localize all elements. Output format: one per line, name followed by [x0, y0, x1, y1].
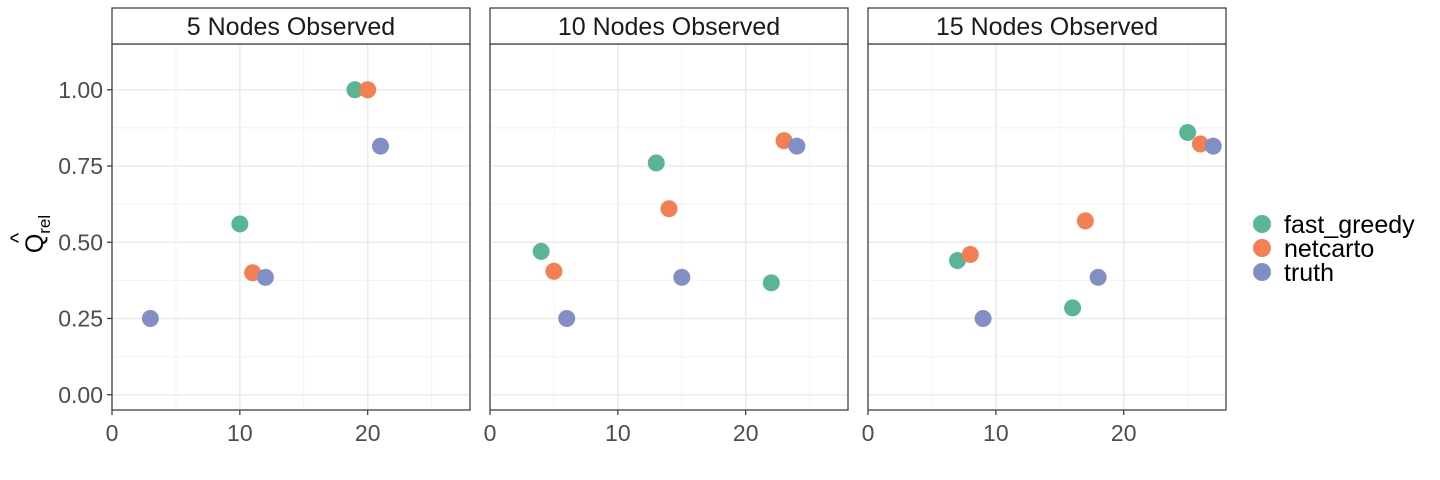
data-point-fast-greedy: [1064, 299, 1082, 317]
data-point-fast-greedy: [949, 252, 966, 270]
legend-label: fast_greedy: [1284, 211, 1415, 239]
data-point-truth: [1089, 268, 1107, 286]
strip-background: [867, 7, 1227, 45]
x-tick-label: 20: [355, 420, 381, 446]
panel: 10 Nodes Observed 0 10 20: [484, 7, 849, 446]
y-tick-label: 0.75: [58, 153, 103, 179]
strip-background: [489, 7, 849, 45]
x-tick-label: 0: [484, 420, 497, 446]
y-axis-title-subscript: rel: [35, 215, 54, 234]
x-tick-label: 10: [227, 420, 253, 446]
data-point-fast-greedy: [231, 215, 249, 233]
data-point-truth: [1204, 137, 1222, 155]
y-axis-title-hat: ^: [6, 232, 31, 243]
panel: 5 Nodes Observed 0 10 20: [106, 7, 471, 446]
data-point-netcarto: [359, 81, 377, 99]
data-point-netcarto: [1191, 135, 1209, 153]
x-tick-label: 10: [983, 420, 1009, 446]
x-tick-label: 0: [106, 420, 119, 446]
legend-key-fast-greedy: [1253, 215, 1271, 233]
y-axis-title-main: Qrel: [21, 215, 54, 253]
data-point-fast-greedy: [346, 81, 364, 99]
data-point-truth: [372, 137, 389, 155]
y-axis-title-letter: Q: [21, 234, 49, 253]
x-tick-label: 20: [1111, 420, 1137, 446]
y-tick-label: 0.50: [58, 229, 103, 255]
panel-background: [490, 44, 848, 410]
panel-background: [112, 44, 470, 410]
data-point-truth: [974, 310, 992, 327]
y-axis-title: ^ Qrel: [6, 215, 54, 253]
data-point-fast-greedy: [532, 242, 550, 260]
data-point-netcarto: [961, 245, 979, 263]
panel-title: 15 Nodes Observed: [936, 13, 1158, 41]
data-point-truth: [673, 268, 691, 286]
y-tick-label: 1.00: [58, 77, 103, 103]
x-tick-label: 20: [733, 420, 759, 446]
x-tick-label: 0: [862, 420, 875, 446]
data-point-truth: [256, 268, 274, 286]
data-point-fast-greedy: [647, 154, 665, 172]
y-tick-label: 0.00: [58, 382, 103, 408]
data-point-netcarto: [545, 262, 563, 280]
panel-title: 5 Nodes Observed: [187, 13, 395, 41]
data-point-fast-greedy: [1179, 123, 1197, 141]
legend-label: truth: [1284, 259, 1334, 287]
strip-background: [111, 7, 471, 45]
panel-background: [868, 44, 1226, 410]
panel: 15 Nodes Observed 0 10 20: [862, 7, 1227, 446]
y-axis: 0.00 0.25 0.50 0.75 1.00: [58, 77, 112, 408]
data-point-truth: [141, 310, 159, 327]
data-point-netcarto: [775, 132, 793, 150]
data-point-netcarto: [1076, 212, 1094, 230]
data-point-truth: [558, 310, 576, 327]
legend-key-netcarto: [1253, 239, 1271, 257]
data-point-netcarto: [660, 200, 678, 218]
data-point-netcarto: [244, 264, 262, 282]
legend-label: netcarto: [1284, 235, 1374, 263]
x-tick-label: 10: [605, 420, 631, 446]
panel-title: 10 Nodes Observed: [558, 13, 780, 41]
legend-key-truth: [1253, 263, 1271, 281]
data-point-truth: [788, 137, 806, 155]
data-point-fast-greedy: [762, 274, 780, 292]
y-tick-label: 0.25: [58, 306, 103, 332]
